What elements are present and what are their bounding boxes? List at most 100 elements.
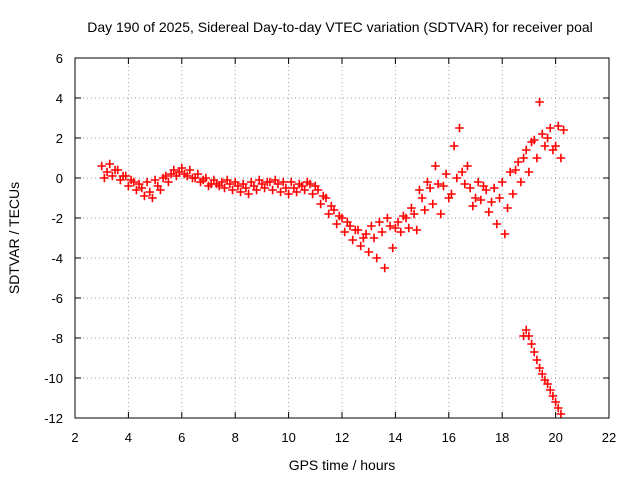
data-point	[302, 177, 312, 187]
y-tick-label: -10	[44, 371, 63, 386]
series-track-c	[102, 97, 560, 243]
data-point	[535, 363, 544, 373]
data-point	[460, 179, 470, 189]
data-point	[166, 169, 176, 179]
data-point	[238, 179, 248, 189]
data-point	[532, 153, 542, 163]
data-point	[527, 137, 536, 147]
data-point	[335, 211, 344, 221]
data-point	[383, 213, 392, 223]
data-point	[468, 201, 478, 211]
data-point	[270, 175, 280, 185]
data-point	[420, 205, 430, 215]
data-point	[372, 253, 382, 263]
data-point	[407, 203, 416, 213]
data-point	[145, 187, 155, 197]
data-point	[471, 193, 480, 203]
data-point	[516, 177, 526, 187]
data-point	[537, 369, 547, 379]
data-point	[473, 177, 483, 187]
data-point	[262, 177, 272, 187]
data-point	[308, 189, 317, 199]
data-point	[396, 227, 406, 237]
data-point	[348, 235, 357, 245]
y-tick-label: -12	[44, 411, 63, 426]
data-point	[391, 223, 400, 233]
data-point	[319, 191, 328, 201]
data-point	[343, 217, 352, 227]
data-point	[126, 175, 136, 185]
data-point	[377, 227, 387, 237]
data-point	[281, 183, 291, 193]
y-tick-labels: -12 -10 -8 -6 -4 -2 0 2 4 6	[44, 51, 63, 426]
data-point	[367, 221, 376, 231]
data-point	[524, 167, 534, 177]
data-point	[150, 175, 160, 185]
series-track-b	[100, 141, 566, 273]
data-point	[164, 177, 173, 187]
data-point	[140, 191, 149, 201]
data-point	[553, 121, 563, 131]
data-point	[511, 165, 520, 175]
data-point	[484, 207, 494, 217]
data-point	[556, 409, 566, 419]
data-point	[332, 219, 341, 229]
y-tick-label: -4	[51, 251, 63, 266]
data-point	[206, 179, 216, 189]
data-point	[190, 173, 200, 183]
data-point	[535, 97, 544, 107]
data-point	[214, 181, 224, 191]
data-point	[185, 165, 195, 175]
data-point	[465, 183, 475, 193]
data-point	[529, 347, 539, 357]
data-point	[436, 209, 446, 219]
x-tick-label: 6	[178, 430, 185, 445]
gridlines	[75, 58, 609, 418]
data-point	[284, 189, 293, 199]
data-point	[300, 185, 309, 195]
data-point	[268, 185, 277, 195]
data-point	[369, 233, 379, 243]
data-point	[551, 141, 560, 151]
data-point	[148, 193, 157, 203]
data-point	[236, 187, 245, 197]
data-point	[545, 123, 555, 133]
data-point	[508, 189, 518, 199]
data-point	[441, 169, 451, 179]
y-tick-label: -8	[51, 331, 63, 346]
data-point	[476, 195, 486, 205]
data-point	[174, 167, 184, 177]
data-point	[228, 185, 237, 195]
data-point	[447, 189, 456, 199]
x-tick-labels: 2 4 6 8 10 12 14 16 18 20 22	[71, 430, 616, 445]
data-point	[260, 183, 269, 193]
data-point	[198, 175, 208, 185]
chart-title: Day 190 of 2025, Sidereal Day-to-day VTE…	[87, 19, 593, 35]
x-tick-label: 18	[495, 430, 509, 445]
data-point	[439, 181, 448, 191]
data-point	[108, 171, 117, 181]
y-axis-label: SDTVAR / TECUs	[6, 182, 22, 294]
data-point	[545, 385, 555, 395]
data-point	[505, 167, 515, 177]
data-point	[409, 209, 419, 219]
data-point	[252, 185, 261, 195]
data-point	[364, 247, 373, 257]
data-point	[399, 211, 408, 221]
data-point	[449, 141, 459, 151]
data-point	[222, 175, 232, 185]
x-tick-label: 8	[232, 430, 239, 445]
axis-ticks	[74, 57, 610, 419]
data-point	[254, 175, 264, 185]
data-point	[359, 233, 368, 243]
data-point	[380, 263, 390, 273]
data-point	[388, 243, 398, 253]
data-point	[521, 145, 531, 155]
data-point	[455, 123, 464, 133]
data-point	[356, 241, 365, 251]
data-point	[278, 177, 288, 187]
y-tick-label: 4	[56, 91, 63, 106]
data-point	[142, 177, 152, 187]
data-point	[495, 193, 504, 203]
